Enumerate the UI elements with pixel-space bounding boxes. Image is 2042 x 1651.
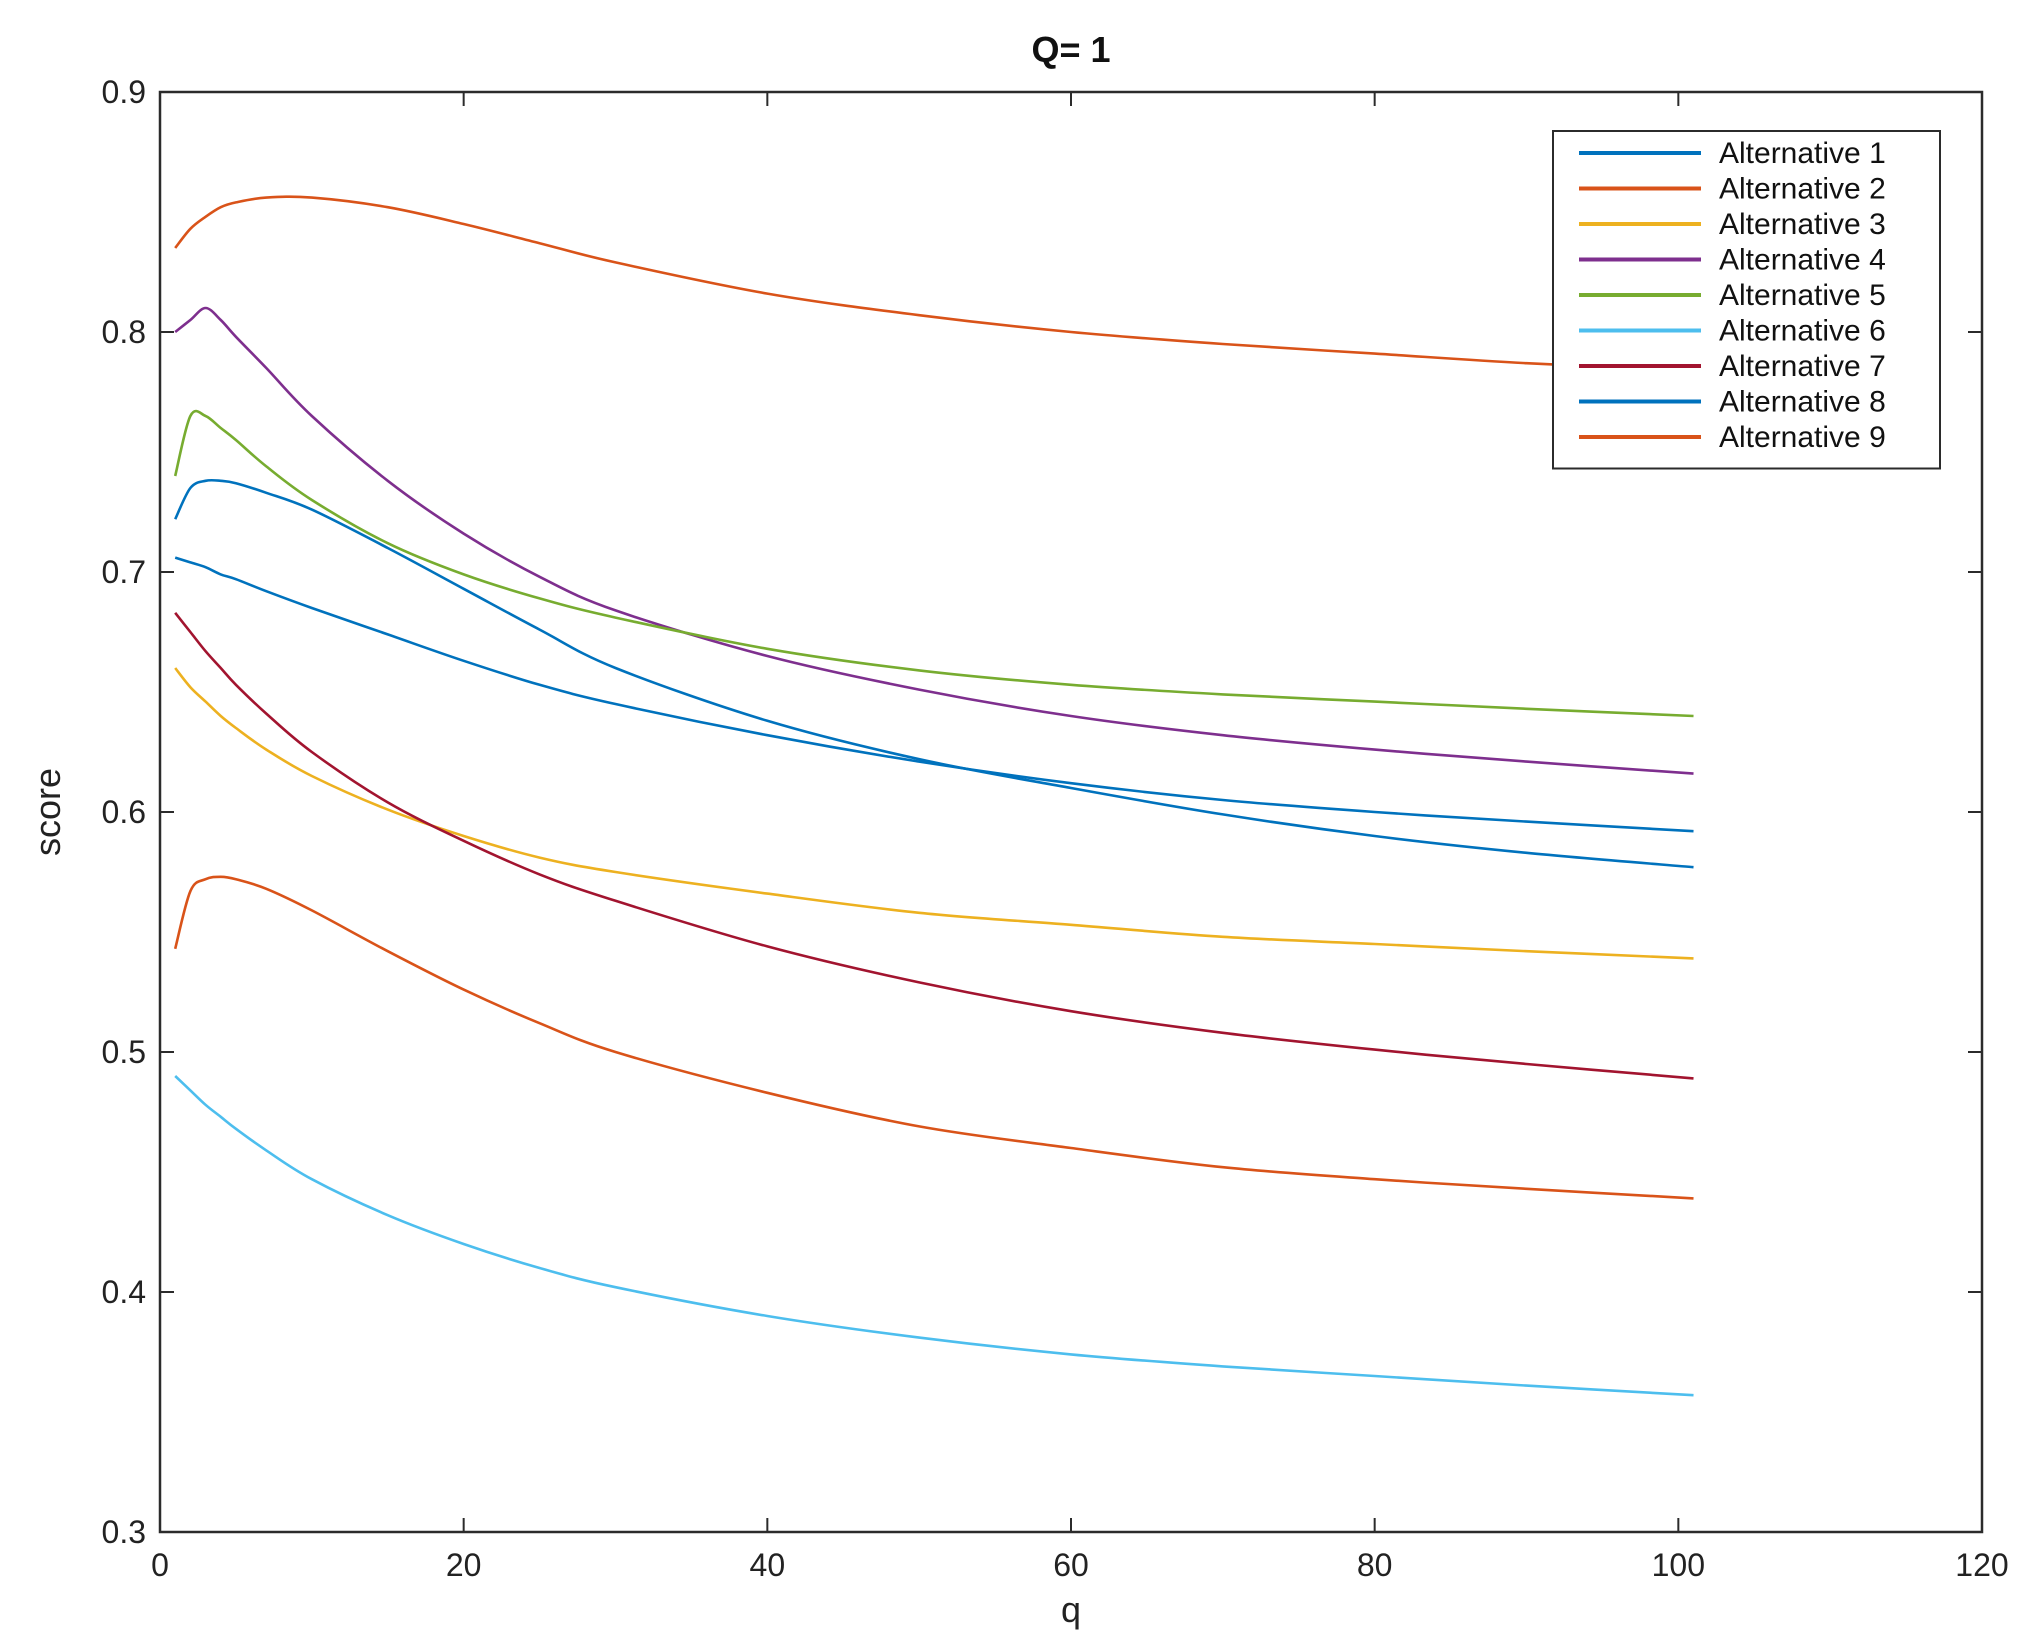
series-line-1 (174, 556, 1694, 833)
series-layer (173, 195, 1694, 1397)
series-line-4 (174, 306, 1694, 775)
legend-item: Alternative 2 (1579, 173, 1886, 206)
legend-label: Alternative 1 (1719, 137, 1886, 170)
series-line-5 (173, 409, 1694, 718)
x-tick-label: 80 (1357, 1547, 1393, 1583)
x-tick-label: 60 (1053, 1547, 1089, 1583)
legend-label: Alternative 5 (1719, 279, 1886, 312)
y-axis-label: score (27, 768, 68, 856)
legend-label: Alternative 9 (1719, 421, 1886, 454)
series-line-2 (173, 875, 1694, 1200)
y-tick-label: 0.3 (102, 1514, 146, 1550)
x-tick-label: 100 (1652, 1547, 1705, 1583)
x-tick-label: 40 (750, 1547, 786, 1583)
chart-title: Q= 1 (1031, 29, 1110, 70)
legend-item: Alternative 8 (1579, 386, 1886, 419)
x-tick-label: 20 (446, 1547, 482, 1583)
series-line-7 (174, 611, 1694, 1080)
legend-item: Alternative 6 (1579, 315, 1886, 348)
x-tick-label: 0 (151, 1547, 169, 1583)
legend-item: Alternative 9 (1579, 421, 1886, 454)
legend-item: Alternative 1 (1579, 137, 1886, 170)
y-tick-label: 0.8 (102, 314, 146, 350)
legend-label: Alternative 8 (1719, 386, 1886, 419)
legend-label: Alternative 7 (1719, 350, 1886, 383)
legend-item: Alternative 7 (1579, 350, 1886, 383)
legend-label: Alternative 2 (1719, 173, 1886, 206)
series-line-3 (174, 667, 1694, 960)
ticks-layer: 0 20 40 60 80 100 120 0.3 0.4 0.5 0.6 0.7 0.8 0.9 (102, 74, 2009, 1583)
series-line-9 (174, 195, 1694, 372)
legend-label: Alternative 4 (1719, 244, 1886, 277)
y-tick-label: 0.7 (102, 554, 146, 590)
legend-item: Alternative 4 (1579, 244, 1886, 277)
legend-label: Alternative 6 (1719, 315, 1886, 348)
y-tick-label: 0.9 (102, 74, 146, 110)
y-tick-label: 0.6 (102, 794, 146, 830)
legend-label: Alternative 3 (1719, 208, 1886, 241)
x-axis-label: q (1061, 1589, 1081, 1630)
legend-item: Alternative 5 (1579, 279, 1886, 312)
x-tick-label: 120 (1955, 1547, 2008, 1583)
legend-item: Alternative 3 (1579, 208, 1886, 241)
series-line-8 (174, 478, 1694, 869)
series-line-6 (174, 1075, 1694, 1397)
y-tick-label: 0.4 (102, 1274, 146, 1310)
y-tick-label: 0.5 (102, 1034, 146, 1070)
